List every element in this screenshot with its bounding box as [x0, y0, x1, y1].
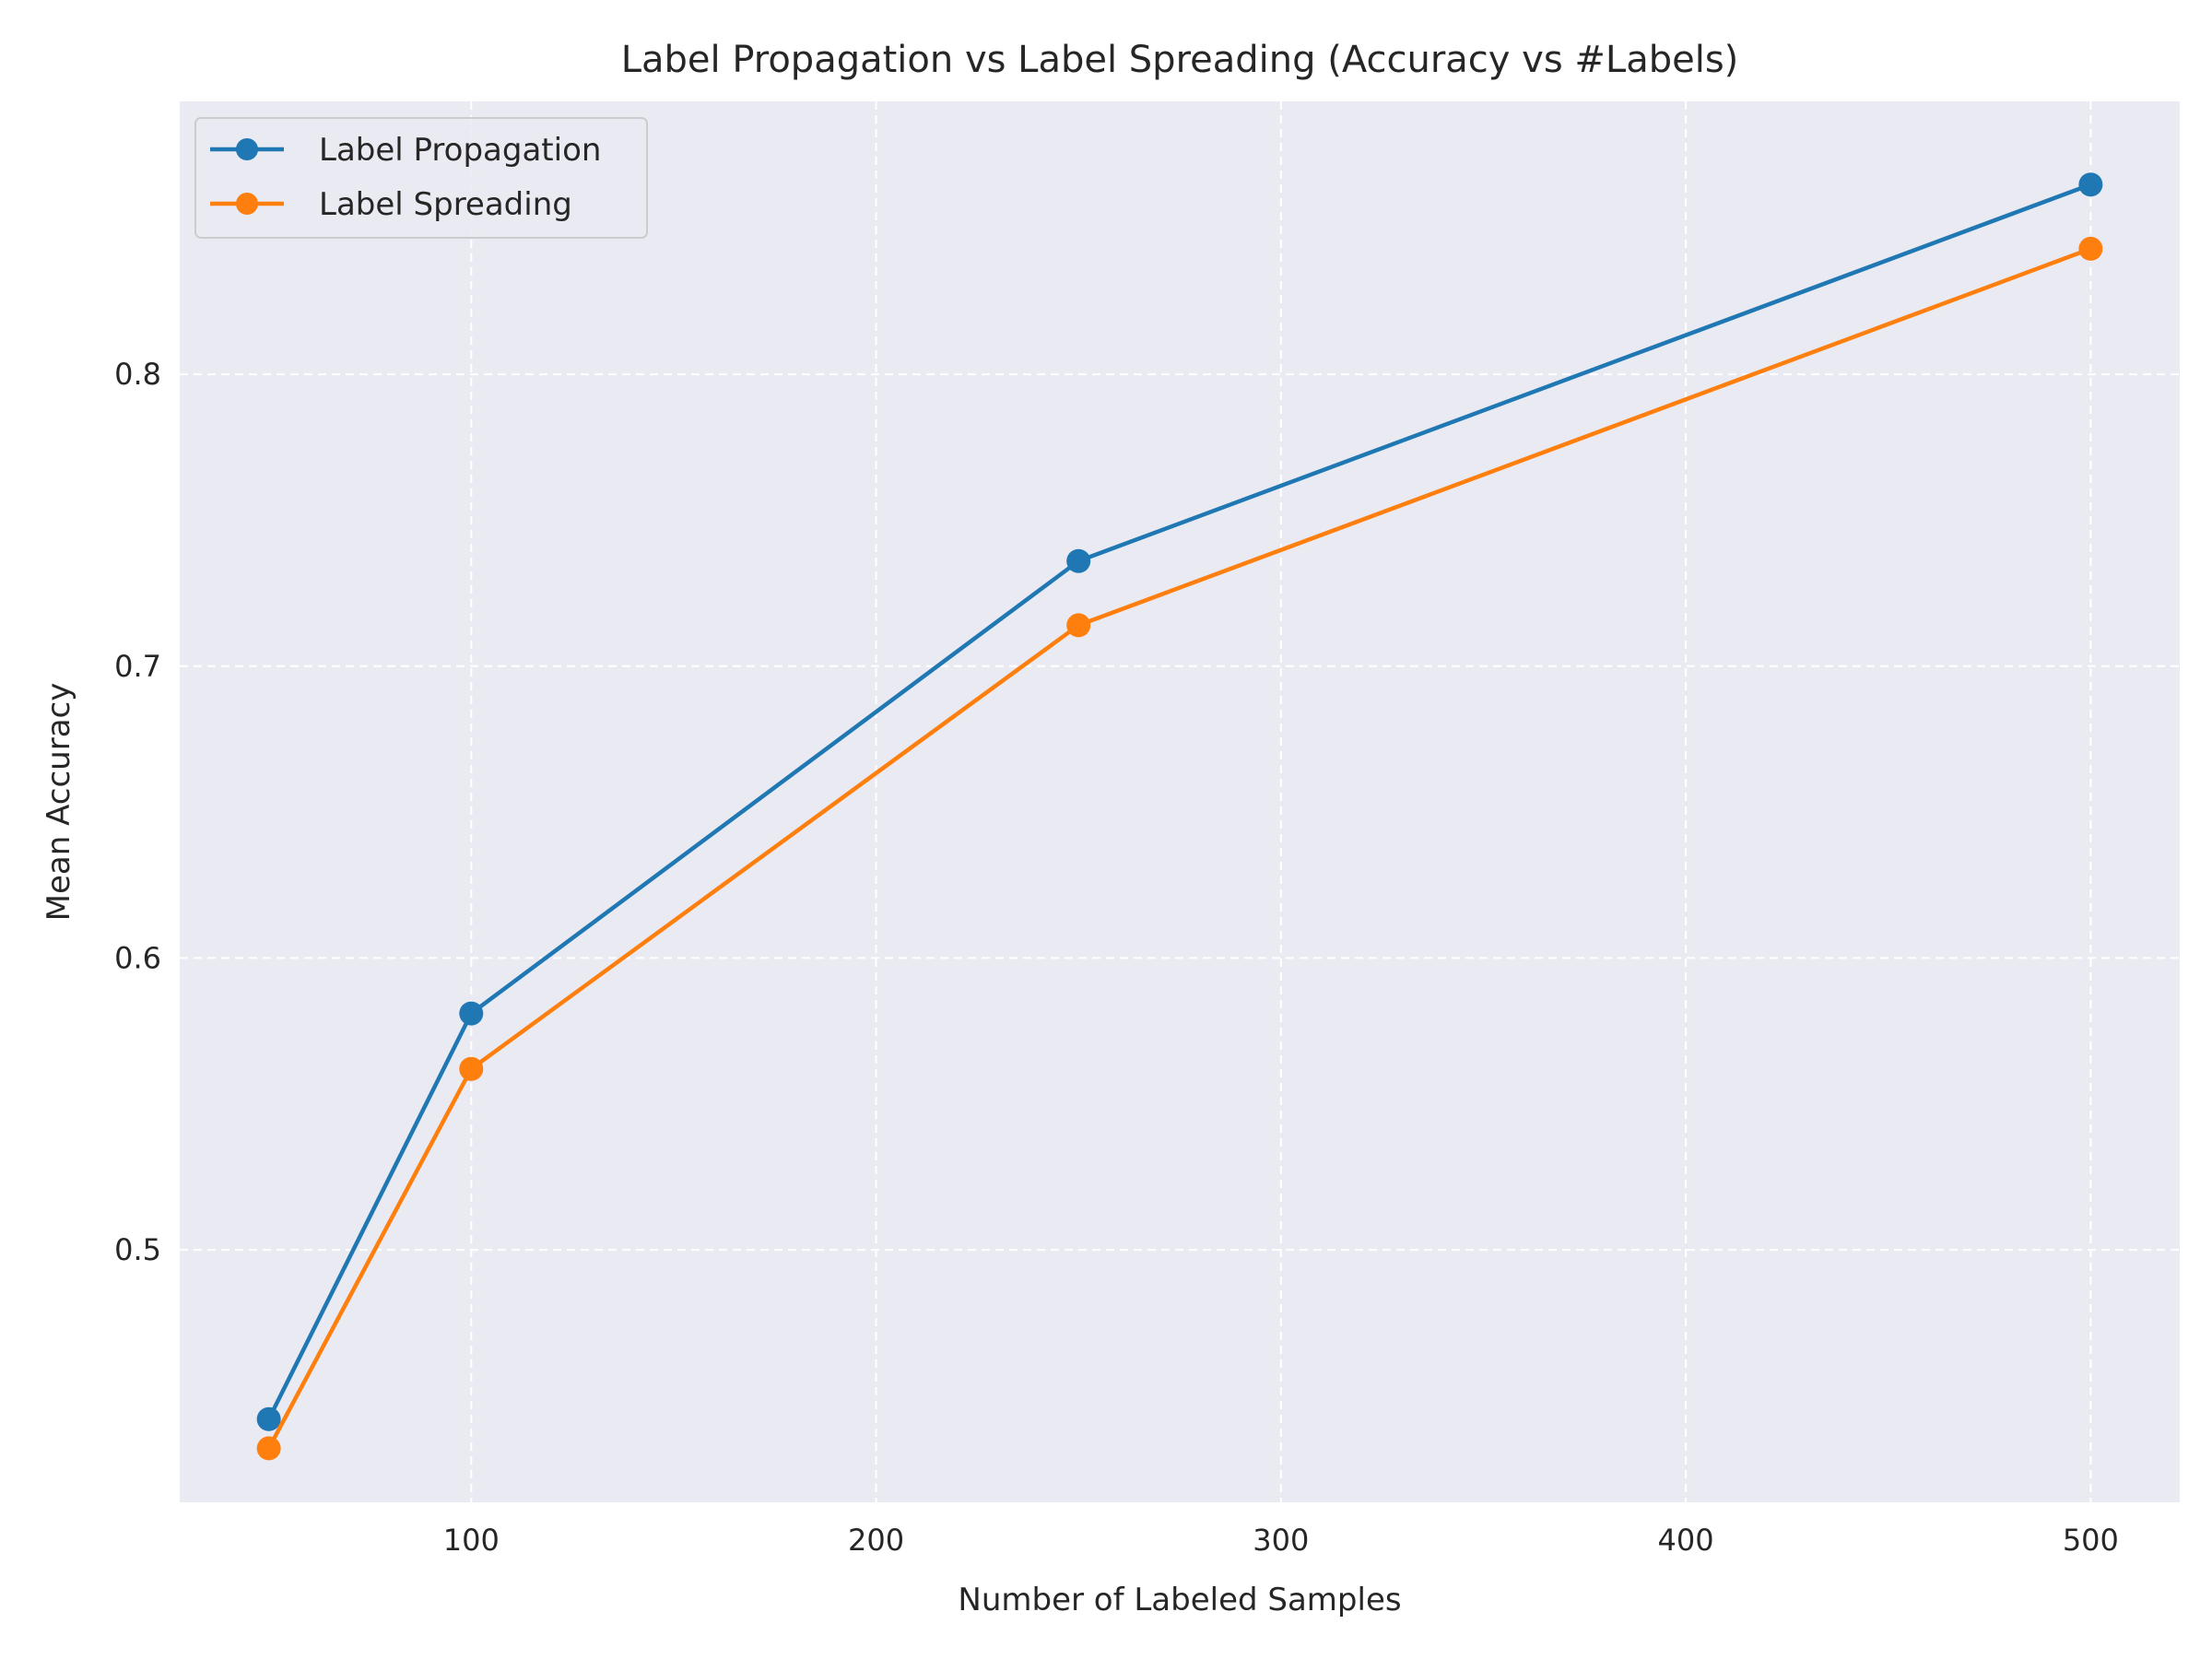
- chart-title: Label Propagation vs Label Spreading (Ac…: [621, 39, 1739, 81]
- legend-label-spreading: Label Spreading: [319, 186, 572, 223]
- y-tick-label: 0.5: [114, 1232, 161, 1267]
- data-point: [459, 1001, 484, 1026]
- series-line: [266, 246, 2093, 1451]
- legend-marker-propagation: [236, 138, 258, 160]
- x-axis-label: Number of Labeled Samples: [958, 1582, 1401, 1618]
- data-point: [1066, 548, 1091, 573]
- data-point: [2078, 236, 2103, 261]
- plot-area: [180, 101, 2180, 1502]
- y-axis-label: Mean Accuracy: [41, 683, 77, 922]
- data-point: [256, 1436, 281, 1461]
- series-label-propagation: [256, 172, 2103, 1431]
- legend-label-propagation: Label Propagation: [319, 132, 601, 169]
- tick-labels: 100 200 300 400 500 0.5 0.6 0.7 0.8: [114, 357, 2119, 1558]
- x-tick-label: 500: [2063, 1523, 2119, 1558]
- data-point: [256, 1406, 281, 1431]
- legend: Label Propagation Label Spreading: [194, 117, 648, 239]
- series-line: [266, 182, 2093, 1421]
- y-tick-label: 0.8: [114, 357, 161, 392]
- data-point: [2078, 172, 2103, 197]
- data-point: [1066, 613, 1091, 638]
- x-tick-label: 200: [848, 1523, 904, 1558]
- series-label-spreading: [256, 236, 2103, 1461]
- y-tick-label: 0.7: [114, 649, 161, 684]
- data-point: [459, 1056, 484, 1081]
- legend-box: [194, 117, 648, 239]
- grid-lines: [180, 101, 2180, 1502]
- x-tick-label: 300: [1253, 1523, 1309, 1558]
- y-tick-label: 0.6: [114, 940, 161, 975]
- legend-marker-spreading: [236, 193, 258, 215]
- data-series: [256, 172, 2103, 1461]
- x-tick-label: 400: [1658, 1523, 1714, 1558]
- x-tick-label: 100: [443, 1523, 500, 1558]
